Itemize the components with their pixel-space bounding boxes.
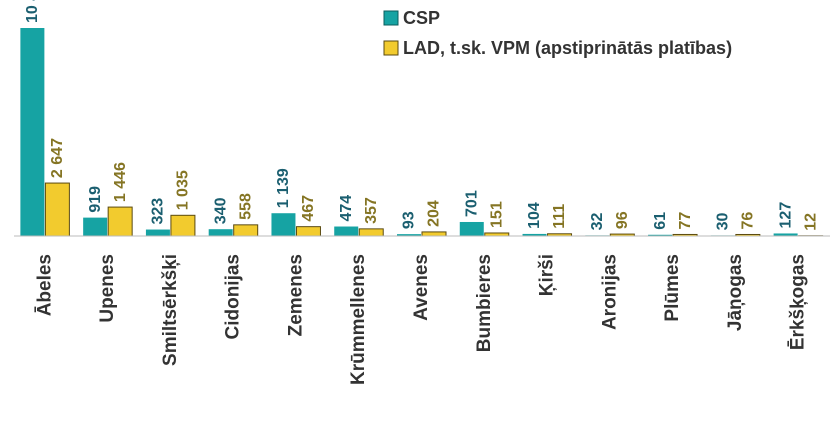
bar bbox=[83, 217, 108, 236]
data-label: 111 bbox=[551, 204, 568, 229]
bar bbox=[208, 229, 233, 236]
data-label: 1 446 bbox=[112, 162, 129, 202]
data-label: 1 035 bbox=[175, 170, 192, 210]
bar bbox=[233, 224, 259, 237]
data-label: 32 bbox=[589, 212, 606, 230]
data-label: 340 bbox=[212, 197, 229, 224]
x-tick-label: Avenes bbox=[411, 254, 432, 321]
legend-label: LAD, t.sk. VPM (apstiprinātās platības) bbox=[403, 38, 732, 58]
data-label: 104 bbox=[526, 202, 543, 229]
bar bbox=[459, 221, 484, 236]
bar bbox=[107, 206, 133, 237]
data-label: 323 bbox=[150, 198, 167, 225]
data-label: 2 647 bbox=[49, 138, 66, 178]
data-label: 1 139 bbox=[275, 168, 292, 208]
data-label: 467 bbox=[300, 195, 317, 222]
data-label: 77 bbox=[677, 212, 694, 230]
data-label: 76 bbox=[740, 212, 757, 230]
x-tick-label: Plūmes bbox=[662, 254, 683, 322]
x-tick-label: Smiltsērkšķi bbox=[160, 254, 181, 366]
bar bbox=[145, 229, 170, 236]
bar bbox=[295, 226, 321, 237]
data-label: 204 bbox=[426, 200, 443, 227]
legend-swatch bbox=[383, 10, 399, 26]
bar bbox=[20, 28, 45, 236]
x-tick-label: Ērkšķogas bbox=[788, 254, 809, 350]
x-tick-label: Upenes bbox=[97, 254, 118, 323]
x-tick-label: Jāņogas bbox=[725, 254, 746, 331]
data-label: 357 bbox=[363, 197, 380, 224]
x-tick-label: Aronijas bbox=[599, 254, 620, 330]
data-label: 12 bbox=[802, 213, 819, 231]
data-label: 151 bbox=[488, 201, 505, 228]
data-label: 93 bbox=[401, 211, 418, 229]
data-label: 30 bbox=[715, 213, 732, 231]
bar bbox=[648, 234, 673, 236]
bar bbox=[334, 226, 359, 236]
x-tick-label: Ābeles bbox=[34, 254, 55, 316]
data-label: 701 bbox=[463, 190, 480, 217]
data-label: 127 bbox=[777, 202, 794, 229]
legend-swatch bbox=[383, 40, 399, 56]
x-tick-label: Ķirši bbox=[537, 254, 558, 296]
x-tick-label: Zemenes bbox=[285, 254, 306, 336]
bar bbox=[397, 234, 421, 236]
bar bbox=[44, 182, 70, 237]
bar bbox=[358, 228, 384, 237]
x-tick-label: Bumbieres bbox=[474, 254, 495, 352]
bar bbox=[522, 233, 547, 236]
data-label: 474 bbox=[338, 195, 355, 222]
bar bbox=[271, 213, 296, 236]
x-tick-label: Cidonijas bbox=[223, 254, 244, 340]
bar bbox=[421, 231, 447, 237]
data-label: 919 bbox=[87, 186, 104, 213]
bar bbox=[773, 233, 798, 236]
bar bbox=[170, 214, 196, 237]
data-label: 61 bbox=[652, 212, 669, 230]
data-label: 558 bbox=[237, 193, 254, 220]
x-tick-label: Krūmmellenes bbox=[348, 254, 369, 385]
data-label: 10 400 bbox=[24, 0, 41, 23]
legend-label: CSP bbox=[403, 8, 440, 28]
data-label: 96 bbox=[614, 211, 631, 229]
